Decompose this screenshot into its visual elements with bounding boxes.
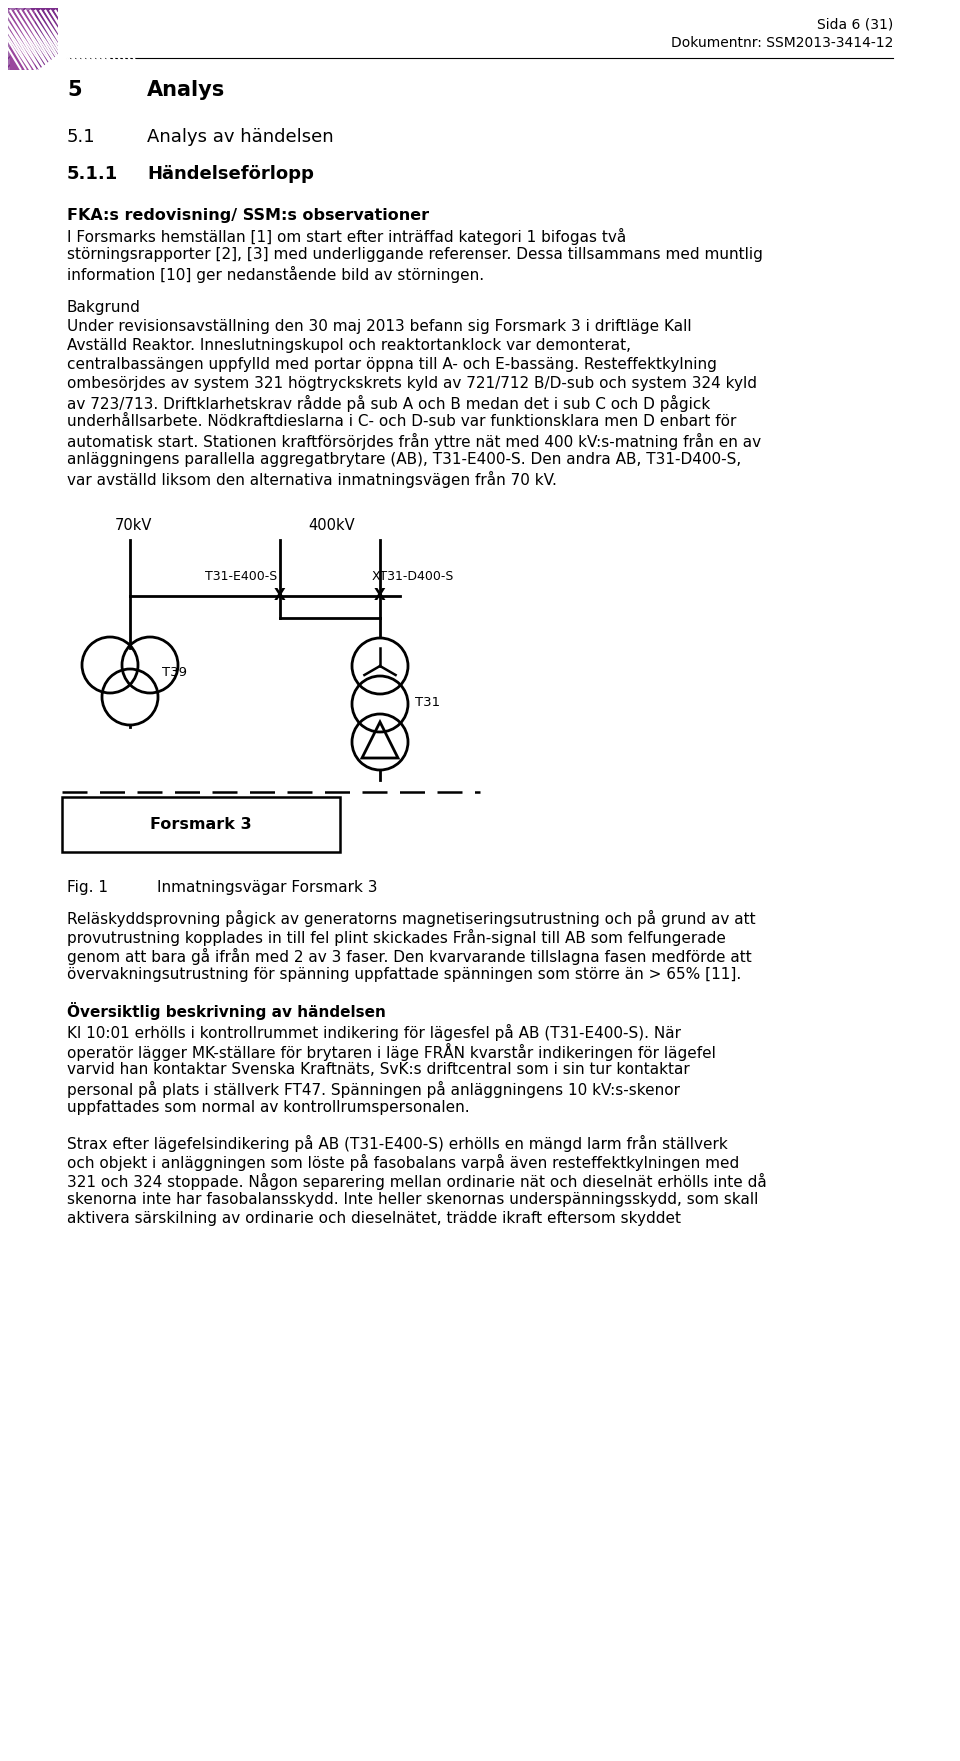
Text: 5: 5	[67, 79, 82, 100]
Bar	[62, 798, 340, 852]
Text: 400kV: 400kV	[308, 518, 354, 534]
Text: Avställd Reaktor. Inneslutningskupol och reaktortanklock var demonterat,: Avställd Reaktor. Inneslutningskupol och…	[67, 338, 631, 352]
Text: 5.1.1: 5.1.1	[67, 166, 118, 183]
Polygon shape	[31, 9, 58, 70]
Text: uppfattades som normal av kontrollrumspersonalen.: uppfattades som normal av kontrollrumspe…	[67, 1101, 469, 1115]
Text: provutrustning kopplades in till fel plint skickades Från-signal till AB som fel: provutrustning kopplades in till fel pli…	[67, 930, 726, 946]
Text: Dokumentnr: SSM2013-3414-12: Dokumentnr: SSM2013-3414-12	[671, 35, 893, 49]
Text: Analys: Analys	[147, 79, 226, 100]
Text: underhållsarbete. Nödkraftdieslarna i C- och D-sub var funktionsklara men D enba: underhållsarbete. Nödkraftdieslarna i C-…	[67, 414, 736, 430]
Text: genom att bara gå ifrån med 2 av 3 faser. Den kvarvarande tillslagna fasen medfö: genom att bara gå ifrån med 2 av 3 faser…	[67, 947, 752, 965]
Text: XT31-D400-S: XT31-D400-S	[372, 571, 454, 583]
Polygon shape	[10, 11, 35, 70]
Text: skenorna inte har fasobalansskydd. Inte heller skenornas underspänningsskydd, so: skenorna inte har fasobalansskydd. Inte …	[67, 1192, 758, 1206]
Text: Reläskyddsprovning pågick av generatorns magnetiseringsutrustning och på grund a: Reläskyddsprovning pågick av generatorns…	[67, 910, 756, 926]
Text: övervakningsutrustning för spänning uppfattade spänningen som större än > 65% [1: övervakningsutrustning för spänning uppf…	[67, 967, 741, 983]
Text: personal på plats i ställverk FT47. Spänningen på anläggningens 10 kV:s-skenor: personal på plats i ställverk FT47. Spän…	[67, 1081, 680, 1099]
Text: Analys av händelsen: Analys av händelsen	[147, 129, 334, 146]
Text: Forsmark 3: Forsmark 3	[150, 817, 252, 831]
Polygon shape	[8, 9, 36, 70]
Text: Sida 6 (31): Sida 6 (31)	[817, 18, 893, 32]
Text: varvid han kontaktar Svenska Kraftnäts, SvK:s driftcentral som i sin tur kontakt: varvid han kontaktar Svenska Kraftnäts, …	[67, 1062, 689, 1078]
Text: störningsrapporter [2], [3] med underliggande referenser. Dessa tillsammans med : störningsrapporter [2], [3] med underlig…	[67, 247, 763, 262]
Text: T39: T39	[162, 666, 187, 680]
Text: information [10] ger nedanstående bild av störningen.: information [10] ger nedanstående bild a…	[67, 266, 484, 284]
Text: 5.1: 5.1	[67, 129, 96, 146]
Text: anläggningens parallella aggregatbrytare (AB), T31-E400-S. Den andra AB, T31-D40: anläggningens parallella aggregatbrytare…	[67, 453, 741, 467]
Text: T31-E400-S: T31-E400-S	[205, 571, 277, 583]
Text: var avställd liksom den alternativa inmatningsvägen från 70 kV.: var avställd liksom den alternativa inma…	[67, 470, 557, 488]
Text: Strax efter lägefelsindikering på AB (T31-E400-S) erhölls en mängd larm från stä: Strax efter lägefelsindikering på AB (T3…	[67, 1136, 728, 1152]
Text: Under revisionsavställning den 30 maj 2013 befann sig Forsmark 3 i driftläge Kal: Under revisionsavställning den 30 maj 20…	[67, 319, 691, 335]
Text: operatör lägger MK-ställare för brytaren i läge FRÅN kvarstår indikeringen för l: operatör lägger MK-ställare för brytaren…	[67, 1043, 716, 1062]
Text: I Forsmarks hemställan [1] om start efter inträffad kategori 1 bifogas två: I Forsmarks hemställan [1] om start efte…	[67, 227, 626, 245]
Text: FKA:s redovisning/ SSM:s observationer: FKA:s redovisning/ SSM:s observationer	[67, 208, 429, 224]
Text: T31: T31	[415, 696, 440, 710]
Text: 321 och 324 stoppade. Någon separering mellan ordinarie nät och dieselnät erhöll: 321 och 324 stoppade. Någon separering m…	[67, 1173, 767, 1190]
Text: ombesörjdes av system 321 högtryckskrets kyld av 721/712 B/D-sub och system 324 : ombesörjdes av system 321 högtryckskrets…	[67, 377, 757, 391]
Text: centralbassängen uppfylld med portar öppna till A- och E-bassäng. Resteffektkyln: centralbassängen uppfylld med portar öpp…	[67, 357, 717, 372]
Text: av 723/713. Driftklarhetskrav rådde på sub A och B medan det i sub C och D pågic: av 723/713. Driftklarhetskrav rådde på s…	[67, 394, 710, 412]
Text: Översiktlig beskrivning av händelsen: Översiktlig beskrivning av händelsen	[67, 1002, 386, 1020]
Text: aktivera särskilning av ordinarie och dieselnätet, trädde ikraft eftersom skydde: aktivera särskilning av ordinarie och di…	[67, 1212, 681, 1226]
Text: Kl 10:01 erhölls i kontrollrummet indikering för lägesfel på AB (T31-E400-S). Nä: Kl 10:01 erhölls i kontrollrummet indike…	[67, 1023, 681, 1041]
Text: Bakgrund: Bakgrund	[67, 299, 141, 315]
Text: Händelseförlopp: Händelseförlopp	[147, 166, 314, 183]
Text: Fig. 1: Fig. 1	[67, 880, 108, 895]
Text: X: X	[374, 588, 386, 604]
Text: Inmatningsvägar Forsmark 3: Inmatningsvägar Forsmark 3	[157, 880, 377, 895]
Text: och objekt i anläggningen som löste på fasobalans varpå även resteffektkylningen: och objekt i anläggningen som löste på f…	[67, 1153, 739, 1171]
Polygon shape	[10, 11, 58, 70]
Text: automatisk start. Stationen kraftförsörjdes från yttre nät med 400 kV:s-matning : automatisk start. Stationen kraftförsörj…	[67, 433, 761, 451]
Text: 70kV: 70kV	[115, 518, 153, 534]
Text: X: X	[275, 588, 286, 604]
